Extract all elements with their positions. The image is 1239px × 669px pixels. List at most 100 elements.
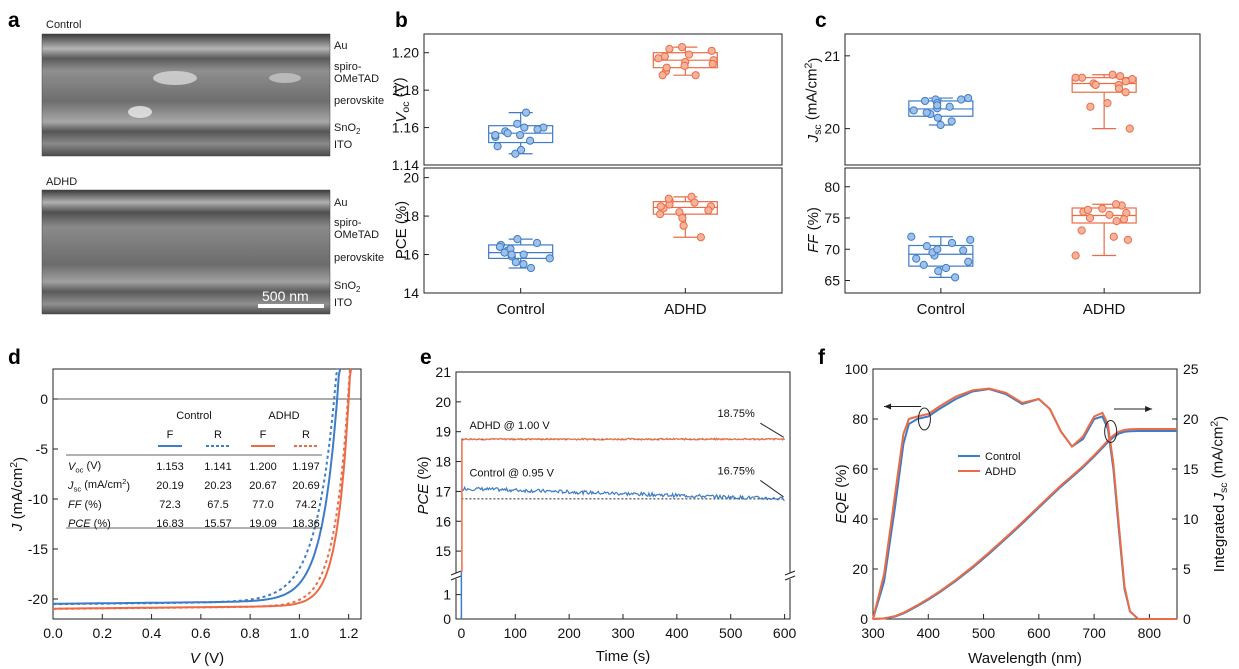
y-tick-label: -20 [28, 591, 48, 607]
x-tick-label: 0.0 [43, 625, 63, 641]
data-point [521, 108, 531, 117]
data-point [1111, 200, 1121, 209]
x-tick-label: 300 [611, 625, 635, 641]
x-tick-label: 200 [557, 625, 581, 641]
trace-adhd [462, 437, 786, 442]
y-tick-label: 21 [824, 48, 840, 64]
panel-label-a: a [8, 9, 20, 32]
ellipse-marker [917, 407, 931, 431]
data-point [704, 206, 713, 215]
y-tick-label: 0 [443, 611, 451, 627]
x-tick-label: 0.8 [240, 625, 260, 641]
trace-label-control: Control @ 0.95 V [469, 467, 554, 479]
y-tick-label: 18 [403, 208, 419, 224]
y-tick-label: 100 [845, 361, 869, 377]
data-point [532, 238, 542, 248]
y2-tick-label: 10 [1183, 511, 1199, 527]
chart-eqe: 300 400 500 600 700 800 0 20 40 60 80 100 0 5 10 15 20 25… [833, 361, 1230, 667]
y-tick-label: -15 [28, 541, 48, 557]
table-subheader: R [214, 429, 222, 441]
data-point [912, 254, 921, 263]
data-point [1098, 204, 1107, 213]
y-tick-label: 16 [403, 247, 419, 263]
table-cell: 15.57 [204, 518, 232, 530]
table-cell: 1.153 [156, 461, 184, 473]
table-header: Control [176, 410, 211, 422]
data-point [941, 263, 951, 273]
data-point [957, 95, 966, 104]
x-tick-label: 500 [972, 625, 996, 641]
x-tick-label: 1.2 [339, 625, 359, 641]
data-point [503, 129, 512, 138]
svg-text:Au: Au [334, 40, 347, 52]
data-point [511, 258, 520, 267]
y-tick-label: 1.14 [392, 157, 419, 173]
jv-curve-3 [53, 368, 351, 610]
y-axis-label: J (mA/cm2) [8, 457, 29, 532]
integrated-curve-0 [872, 430, 1177, 620]
data-point [708, 59, 717, 69]
data-point [1071, 73, 1080, 82]
y-tick-label: 14 [403, 285, 419, 301]
axis-break-mark [450, 570, 462, 576]
sem-image-control: Control [41, 19, 331, 157]
y-tick-label: 65 [824, 273, 840, 289]
panel-label-b: b [395, 9, 408, 32]
data-point [966, 235, 975, 244]
data-point [656, 202, 665, 211]
table-row-label: Jsc (mA/cm2) [67, 477, 130, 493]
data-point [1083, 205, 1093, 214]
table-row-label: FF (%) [68, 499, 102, 511]
table-row-label: PCE (%) [68, 518, 111, 530]
data-point [933, 113, 942, 122]
jv-curve-0 [53, 368, 342, 605]
data-point [520, 123, 529, 132]
data-point [1116, 72, 1125, 81]
x-tick-label: 800 [1138, 625, 1162, 641]
table-header: ADHD [268, 410, 299, 422]
data-point [947, 117, 956, 126]
panel-label-f: f [818, 346, 826, 369]
data-point [1121, 77, 1130, 86]
table-cell: 20.69 [292, 480, 320, 492]
data-point [493, 142, 502, 151]
x-axis-label: V (V) [190, 650, 224, 667]
y-tick-label: -10 [28, 491, 48, 507]
svg-text:ITO: ITO [334, 297, 353, 309]
chart-voc: 1.14 1.16 1.18 1.20 Voc (V) [392, 33, 783, 173]
data-point [664, 194, 673, 203]
x-tick-label: 400 [665, 625, 689, 641]
data-point [513, 235, 522, 244]
table-subheader: F [260, 429, 267, 441]
data-point [654, 54, 663, 63]
svg-text:SnO2: SnO2 [334, 280, 361, 294]
table-cell: 77.0 [252, 499, 273, 511]
data-point [516, 145, 526, 155]
data-point [519, 260, 528, 269]
table-cell: 18.36 [292, 518, 320, 530]
panel-label-c: c [815, 9, 827, 32]
data-point [677, 43, 687, 52]
y-tick-label: 20 [435, 394, 451, 410]
data-point [526, 263, 536, 273]
eqe-curve-1 [872, 387, 1177, 620]
sem-label-control: Control [46, 19, 81, 31]
data-point [491, 130, 500, 140]
data-point [513, 119, 522, 128]
table-cell: 1.197 [292, 461, 320, 473]
y-tick-label: 60 [852, 461, 868, 477]
axis-break-gap [451, 573, 461, 579]
scale-bar-label: 500 nm [262, 288, 309, 304]
panel-label-e: e [420, 346, 432, 369]
y-tick-label: 17 [435, 483, 451, 499]
table-cell: 16.83 [156, 518, 184, 530]
y-tick-label: 70 [824, 241, 840, 257]
table-cell: 20.67 [249, 480, 277, 492]
data-point [545, 254, 554, 263]
chart-jv: 0.0 0.2 0.4 0.6 0.8 1.0 1.2 -20 -15 -10 -5 0 Control… [8, 368, 362, 667]
chart-ff: 65 70 75 80 Control ADHD FF (%) [805, 167, 1201, 318]
data-point [680, 61, 689, 70]
y-tick-label: 1.20 [392, 45, 419, 61]
